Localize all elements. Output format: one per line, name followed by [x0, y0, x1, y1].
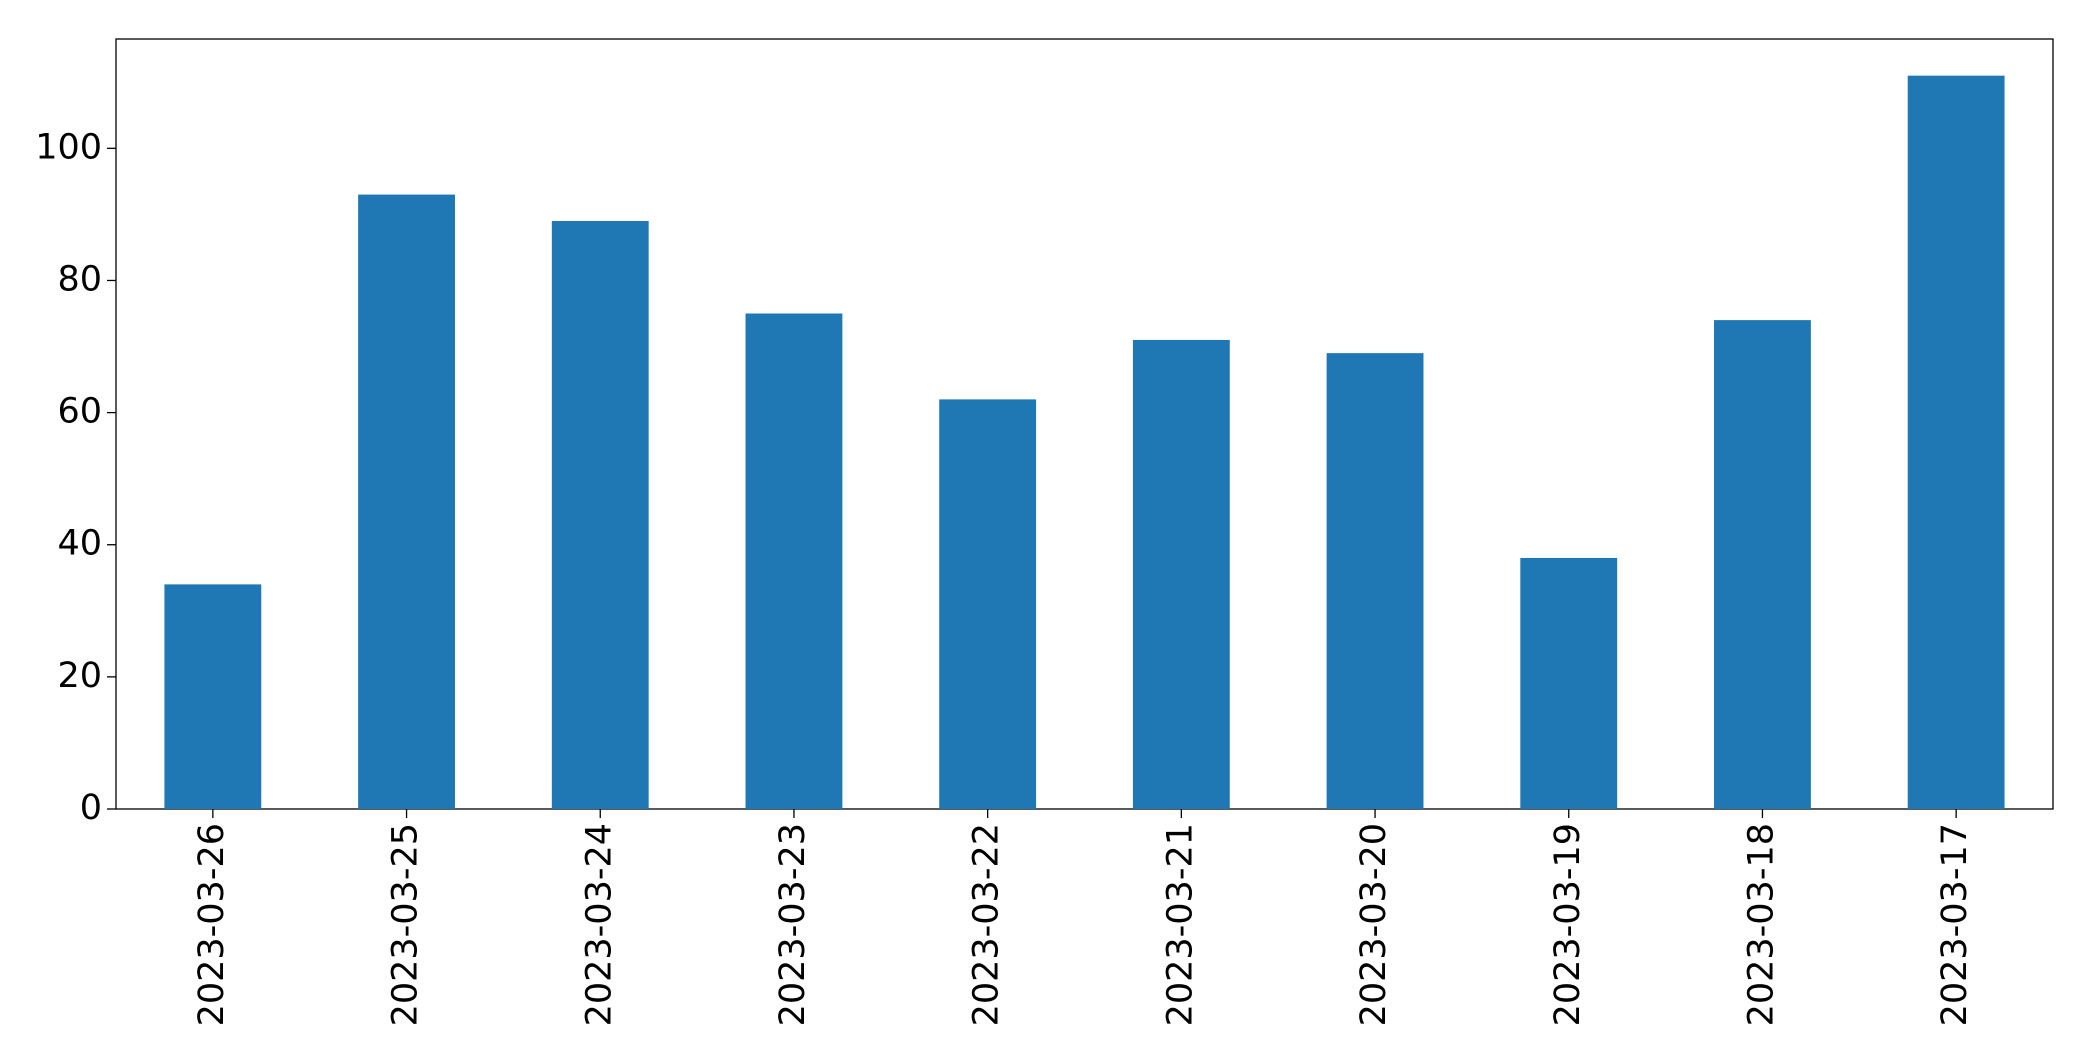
bar — [1132, 339, 1230, 809]
bar — [1714, 320, 1811, 809]
bar — [745, 313, 843, 809]
bar — [551, 221, 649, 809]
x-tick-label: 2023-03-20 — [1354, 823, 1394, 1026]
x-tick-label: 2023-03-17 — [1935, 823, 1975, 1026]
x-tick-label: 2023-03-18 — [1741, 823, 1781, 1026]
y-tick-label: 60 — [57, 392, 102, 432]
x-tick-label: 2023-03-25 — [386, 823, 426, 1026]
x-tick-label: 2023-03-21 — [1160, 823, 1200, 1026]
x-tick-label: 2023-03-22 — [967, 823, 1007, 1026]
y-tick-label: 40 — [57, 524, 102, 564]
y-tick-label: 80 — [57, 259, 102, 299]
bar — [164, 584, 262, 809]
bar — [939, 399, 1037, 809]
bar — [358, 194, 455, 810]
x-tick-label: 2023-03-19 — [1548, 823, 1588, 1026]
x-tick-label: 2023-03-26 — [192, 823, 232, 1026]
bar — [1907, 75, 2005, 809]
bar — [1326, 353, 1424, 809]
x-tick-label: 2023-03-23 — [773, 823, 813, 1026]
x-tick-label: 2023-03-24 — [579, 823, 619, 1026]
plot-frame — [115, 38, 2054, 810]
bar — [1520, 557, 1618, 809]
y-tick-label: 0 — [80, 788, 102, 828]
y-tick-label: 20 — [57, 656, 102, 696]
y-tick-label: 100 — [35, 127, 102, 167]
